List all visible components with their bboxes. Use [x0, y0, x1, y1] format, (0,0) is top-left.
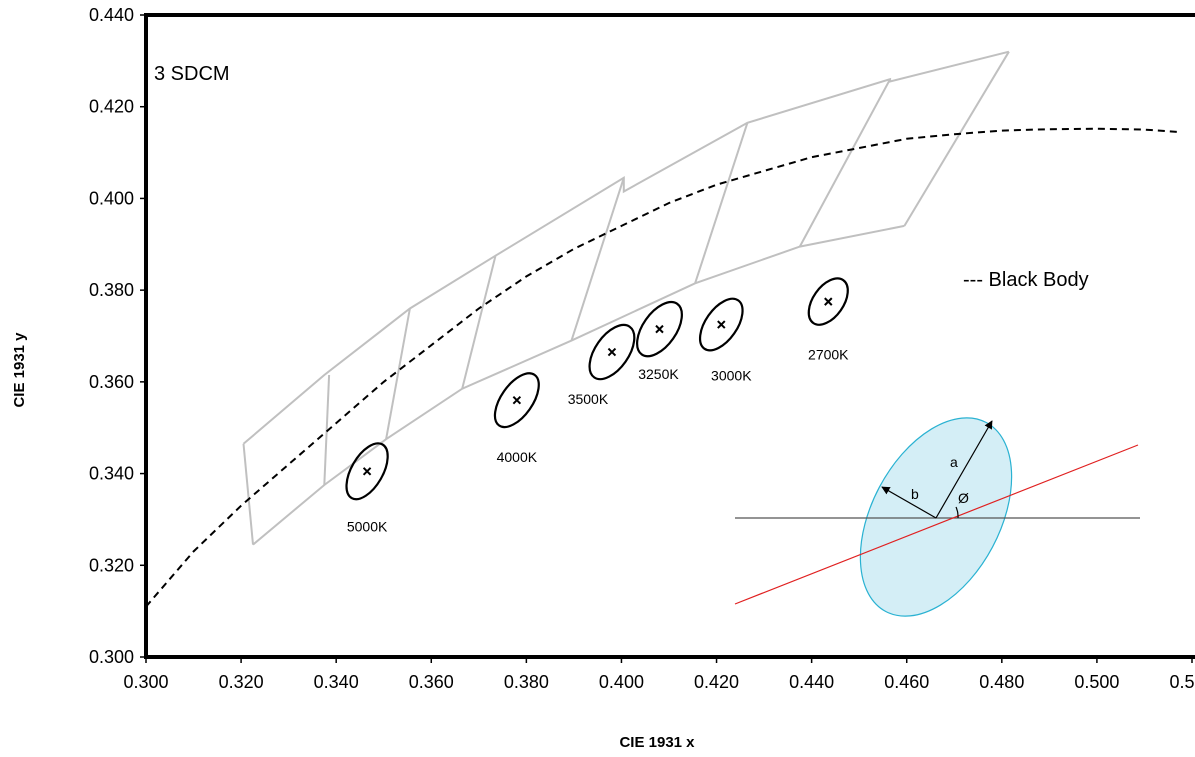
x-tick-label-6: 0.420: [694, 672, 739, 692]
quad-divider-3: [461, 255, 497, 389]
x-tick-label-7: 0.440: [789, 672, 834, 692]
label-2700K: 2700K: [808, 347, 849, 363]
quad-upper-edge: [242, 50, 1010, 445]
y-tick-label-1: 0.320: [89, 555, 134, 575]
inset-angle-arc: [955, 506, 959, 519]
quad-divider-7: [903, 51, 1010, 227]
ellipse-group: 5000K 4000K 3500K 3250K 3000K 2700K: [345, 277, 849, 534]
sdcm-annotation: 3 SDCM: [154, 63, 230, 85]
y-axis-title: CIE 1931 y: [11, 332, 28, 408]
black-body-group: [145, 127, 1178, 608]
y-tick-label-3: 0.360: [89, 372, 134, 392]
y-tick-label-6: 0.420: [89, 97, 134, 117]
ellipse-3250K: [636, 300, 683, 358]
x-tick-label-2: 0.340: [314, 672, 359, 692]
inset-b-label: b: [911, 486, 919, 502]
ellipse-4000K: [493, 372, 540, 429]
x-axis-title: CIE 1931 x: [619, 734, 695, 751]
quadrangle-group: [242, 50, 1010, 546]
quad-divider-2: [385, 308, 411, 440]
label-5000K: 5000K: [347, 518, 388, 534]
x-tick-label-5: 0.400: [599, 672, 644, 692]
quad-divider-5: [694, 122, 749, 284]
y-tick-label-4: 0.380: [89, 280, 134, 300]
axes: 0.300 0.320 0.340 0.360 0.380 0.400 0.420 0.440…: [89, 5, 1195, 692]
x-tick-label-1: 0.320: [219, 672, 264, 692]
center-mark-3250K: [655, 324, 664, 334]
inset-b-arrow: [881, 486, 937, 519]
chart-text: 3 SDCM --- Black Body CIE 1931 x CIE 193…: [11, 63, 1089, 751]
ellipse-2700K: [807, 277, 849, 326]
quad-divider-4: [570, 177, 625, 341]
quad-divider-6: [798, 78, 891, 248]
y-tick-label-2: 0.340: [89, 464, 134, 484]
x-tick-label-9: 0.480: [979, 672, 1024, 692]
y-tick-label-7: 0.440: [89, 5, 134, 25]
center-mark-3500K: [607, 347, 617, 357]
center-mark-5000K: [362, 467, 372, 476]
quad-lower-edge: [252, 224, 905, 546]
x-tick-label-0: 0.300: [123, 672, 168, 692]
x-tick-label-8: 0.460: [884, 672, 929, 692]
quad-divider-0: [242, 443, 254, 545]
inset-a-arrow: [935, 420, 993, 519]
center-mark-4000K: [512, 395, 522, 405]
x-tick-label-4: 0.380: [504, 672, 549, 692]
y-tick-label-0: 0.300: [89, 647, 134, 667]
inset-diagram: a b Ø: [734, 417, 1140, 617]
x-tick-label-11: 0.520: [1169, 672, 1195, 692]
label-4000K: 4000K: [497, 449, 538, 465]
label-3500K: 3500K: [568, 391, 609, 407]
y-tick-label-5: 0.400: [89, 188, 134, 208]
ellipse-5000K: [345, 442, 389, 501]
label-3250K: 3250K: [638, 366, 679, 382]
label-3000K: 3000K: [711, 368, 752, 384]
inset-angle-label: Ø: [958, 490, 969, 506]
black-body-curve: [145, 127, 1178, 608]
x-tick-label-3: 0.360: [409, 672, 454, 692]
inset-a-label: a: [950, 454, 958, 470]
x-tick-label-10: 0.500: [1074, 672, 1119, 692]
ellipse-3500K: [588, 323, 636, 381]
legend-black-body: --- Black Body: [963, 269, 1089, 291]
inset-major-axis-line: [734, 444, 1139, 605]
quad-divider-1: [323, 374, 331, 486]
center-mark-3000K: [717, 320, 726, 329]
center-mark-2700K: [824, 297, 833, 306]
ellipse-3000K: [698, 297, 744, 352]
